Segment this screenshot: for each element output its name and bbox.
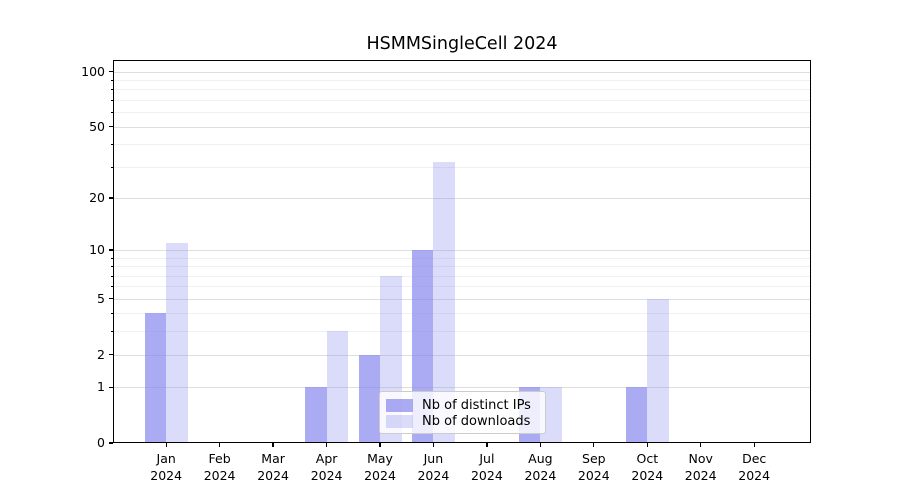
minor-gridline [113,257,811,259]
x-axis-tick-label: Sep 2024 [577,451,610,483]
y-axis-tick-label: 1 [97,379,105,395]
x-axis-tick [539,443,541,447]
minor-gridline [113,266,811,268]
y-axis-minor-tick [110,313,113,315]
minor-gridline [113,275,811,277]
bar-distinct-ips [305,387,327,443]
y-axis-tick-label: 100 [81,63,105,79]
major-gridline [113,126,811,128]
bar-downloads [433,161,455,443]
x-axis-tick [218,443,221,447]
y-axis-minor-tick [110,286,113,288]
y-axis-minor-tick [110,331,113,333]
minor-gridline [113,313,811,315]
minor-gridline [113,166,811,168]
y-axis-tick [109,125,113,128]
grid-layer [113,60,811,443]
y-axis-minor-tick [110,89,113,91]
y-axis-tick [109,442,113,444]
bar-layer [113,60,811,443]
chart-title: HSMMSingleCell 2024 [366,34,558,54]
y-axis-tick-label: 2 [97,346,105,362]
x-axis-tick [753,443,755,447]
legend-label-distinct-ips: Nb of distinct IPs [422,397,531,413]
major-gridline [113,197,811,199]
y-axis-minor-tick [110,79,113,81]
y-axis-minor-tick [110,166,113,168]
x-axis-tick [325,443,328,447]
legend-swatch-downloads [386,414,413,428]
minor-gridline [113,112,811,114]
bar-downloads [647,298,669,443]
x-axis-tick-label: Jun 2024 [417,451,450,483]
major-gridline [113,354,811,356]
major-gridline [113,387,811,389]
minor-gridline [113,286,811,288]
x-axis-tick-label: May 2024 [364,451,396,483]
y-axis-tick-label: 20 [89,189,105,205]
major-gridline [113,250,811,251]
major-gridline [113,71,811,73]
y-axis-tick [109,197,113,199]
x-axis-tick-label: Aug 2024 [524,451,557,483]
y-axis-minor-tick [110,99,113,101]
y-axis-minor-tick [110,257,113,259]
x-axis-tick [272,443,274,447]
legend-item-distinct-ips: Nb of distinct IPs [386,397,537,413]
bar-distinct-ips [144,313,167,443]
x-axis-tick-label: Mar 2024 [257,451,289,483]
x-axis-tick-label: Apr 2024 [310,451,343,483]
x-axis-tick-label: Dec 2024 [738,451,771,483]
minor-gridline [113,99,811,101]
y-axis-tick [109,353,113,356]
minor-gridline [113,89,811,91]
minor-gridline [113,144,811,146]
legend-swatch-distinct-ips [386,398,413,412]
x-axis-tick [700,443,702,447]
x-axis-tick [646,443,648,447]
x-axis-tick [432,443,435,447]
y-axis-tick [109,70,113,73]
y-axis-tick [109,298,113,300]
y-axis-tick [109,249,113,251]
x-axis-tick-label: Feb 2024 [203,451,236,483]
minor-gridline [113,331,811,333]
bar-downloads [166,243,188,443]
bar-distinct-ips [358,354,380,443]
y-axis-minor-tick [110,275,113,277]
y-axis-minor-tick [110,266,113,268]
x-axis-tick-label: Jan 2024 [150,451,183,483]
x-axis-tick-label: Nov 2024 [684,451,717,483]
y-axis-tick-label: 5 [97,290,105,306]
x-axis-tick [165,443,167,447]
legend-label-downloads: Nb of downloads [422,413,531,429]
x-axis-tick [593,443,595,447]
major-gridline [113,298,811,300]
minor-gridline [113,79,811,81]
legend: Nb of distinct IPs Nb of downloads [379,391,546,434]
y-axis-minor-tick [110,144,113,146]
y-axis-tick-label: 50 [89,118,105,134]
legend-item-downloads: Nb of downloads [386,413,537,429]
x-axis-tick-label: Jul 2024 [470,451,503,483]
y-axis-tick-label: 10 [89,242,105,257]
y-axis-minor-tick [110,112,113,114]
x-axis-tick-label: Oct 2024 [631,451,664,483]
y-axis-tick [109,386,113,388]
y-axis-tick-label: 0 [97,435,105,450]
x-axis-tick [486,443,488,447]
x-axis-tick [379,443,381,447]
bar-downloads [326,331,349,443]
bar-distinct-ips [625,387,648,443]
